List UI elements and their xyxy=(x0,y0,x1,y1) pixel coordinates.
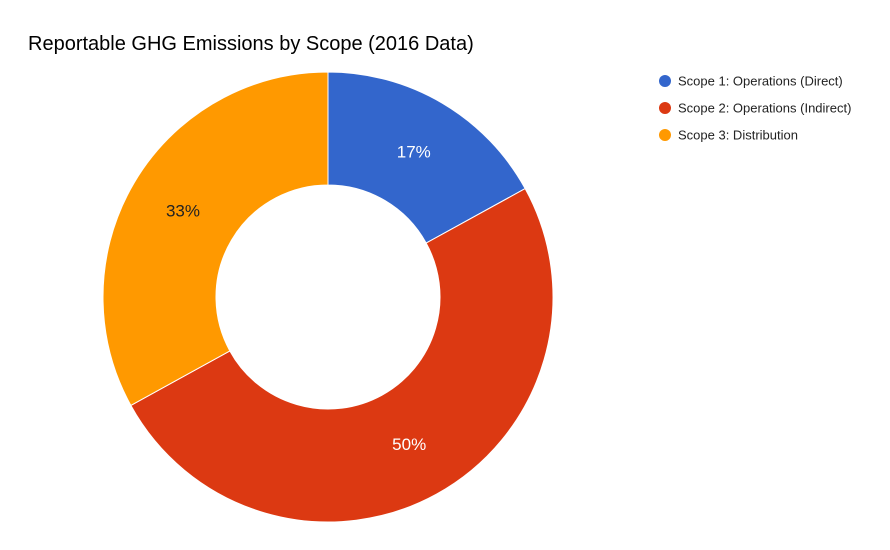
slice-percent-label-1: 17% xyxy=(397,142,431,161)
donut-slice-2[interactable] xyxy=(130,187,554,523)
chart-title: Reportable GHG Emissions by Scope (2016 … xyxy=(28,33,474,55)
slice-percent-label-3: 33% xyxy=(166,202,200,221)
donut-slice-3[interactable] xyxy=(102,71,329,407)
legend-label-1: Scope 1: Operations (Direct) xyxy=(678,74,843,89)
slices-layer xyxy=(102,71,554,523)
legend-swatch-2 xyxy=(659,102,671,114)
legend: Scope 1: Operations (Direct) Scope 2: Ope… xyxy=(659,74,851,143)
slice-percent-label-2: 50% xyxy=(392,435,426,454)
data-labels-layer: 17% 50% 33% xyxy=(166,142,431,454)
legend-label-2: Scope 2: Operations (Indirect) xyxy=(678,101,851,116)
legend-label-3: Scope 3: Distribution xyxy=(678,128,798,143)
legend-swatch-3 xyxy=(659,129,671,141)
legend-item-2[interactable]: Scope 2: Operations (Indirect) xyxy=(659,101,851,116)
legend-item-1[interactable]: Scope 1: Operations (Direct) xyxy=(659,74,843,89)
legend-item-3[interactable]: Scope 3: Distribution xyxy=(659,128,798,143)
donut-slice-1[interactable] xyxy=(327,71,526,244)
legend-swatch-1 xyxy=(659,75,671,87)
